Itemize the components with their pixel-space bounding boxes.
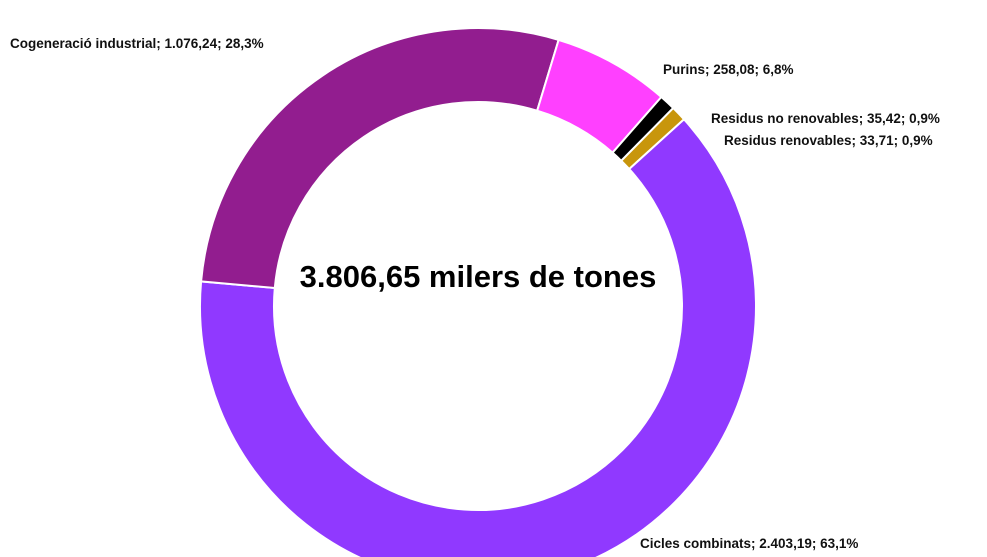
slice-label-residus-renovables: Residus renovables; 33,71; 0,9% [724, 133, 933, 148]
center-total-label: 3.806,65 milers de tones [300, 259, 657, 294]
slice-label-cogeneracio-industrial: Cogeneració industrial; 1.076,24; 28,3% [10, 36, 264, 51]
slice-residus-renovables [619, 106, 686, 171]
slice-cicles-combinats [199, 117, 757, 557]
slice-label-purins: Purins; 258,08; 6,8% [663, 62, 794, 77]
slice-label-cicles-combinats: Cicles combinats; 2.403,19; 63,1% [640, 536, 858, 551]
slice-cogeneracio-industrial [200, 27, 560, 290]
slice-labels: Cogeneració industrial; 1.076,24; 28,3% P… [10, 36, 940, 551]
slice-label-residus-no-renovables: Residus no renovables; 35,42; 0,9% [711, 111, 940, 126]
donut-slices [199, 27, 757, 557]
